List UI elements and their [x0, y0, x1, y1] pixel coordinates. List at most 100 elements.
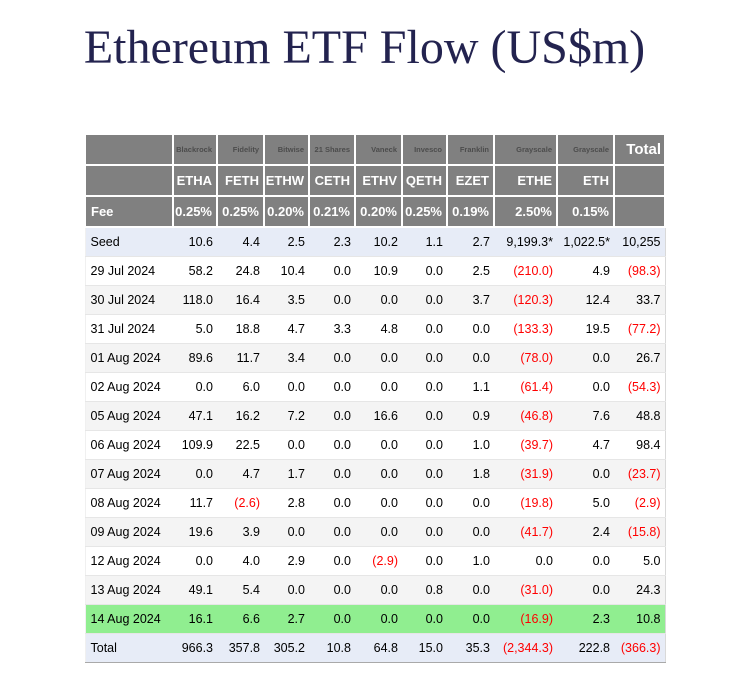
row-label: 02 Aug 2024 [84, 372, 173, 402]
value-cell: 49.1 [173, 575, 217, 605]
value-cell: 0.0 [402, 430, 447, 460]
total-header: Total [613, 133, 666, 166]
value-cell: 58.2 [173, 256, 217, 286]
value-cell: 26.7 [614, 343, 666, 373]
issuer-header-row: Blackrock Fidelity Bitwise 21 Shares Vaneck I… [84, 133, 666, 166]
value-cell: 4.8 [355, 314, 402, 344]
table-row: Total 966.3 357.8 305.2 10.8 64.8 15.0 35.3 (2,3… [84, 633, 666, 663]
value-cell: 3.5 [264, 285, 309, 315]
value-cell: 1.0 [447, 546, 494, 576]
value-cell: 10.4 [264, 256, 309, 286]
value-cell: 0.0 [447, 488, 494, 518]
fee-cell: 2.50% [493, 195, 558, 228]
value-cell: 0.0 [402, 604, 447, 634]
value-cell: (2,344.3) [494, 633, 557, 663]
value-cell: 0.0 [447, 314, 494, 344]
header-blank-cell [613, 195, 666, 228]
value-cell: (78.0) [494, 343, 557, 373]
value-cell: 24.3 [614, 575, 666, 605]
value-cell: 1.1 [402, 227, 447, 257]
value-cell: 4.9 [557, 256, 614, 286]
value-cell: 0.0 [557, 459, 614, 489]
value-cell: 3.9 [217, 517, 264, 547]
value-cell: 222.8 [557, 633, 614, 663]
value-cell: 2.4 [557, 517, 614, 547]
value-cell: (133.3) [494, 314, 557, 344]
value-cell: (2.9) [614, 488, 666, 518]
value-cell: 7.2 [264, 401, 309, 431]
issuer-header: Grayscale [556, 133, 615, 166]
row-label: 09 Aug 2024 [84, 517, 173, 547]
value-cell: (39.7) [494, 430, 557, 460]
issuer-header: Blackrock [172, 133, 218, 166]
value-cell: 0.0 [264, 372, 309, 402]
table-row: 30 Jul 2024 118.0 16.4 3.5 0.0 0.0 0.0 3.7 (120.… [84, 285, 666, 315]
value-cell: 1.1 [447, 372, 494, 402]
row-label: Seed [84, 227, 173, 257]
value-cell: (2.9) [355, 546, 402, 576]
value-cell: 0.0 [355, 575, 402, 605]
ticker-header: QETH [401, 164, 448, 197]
value-cell: 0.0 [402, 314, 447, 344]
value-cell: 10,255 [614, 227, 666, 257]
value-cell: 11.7 [173, 488, 217, 518]
value-cell: 2.5 [447, 256, 494, 286]
value-cell: 1,022.5* [557, 227, 614, 257]
value-cell: 6.0 [217, 372, 264, 402]
row-label: 06 Aug 2024 [84, 430, 173, 460]
value-cell: (120.3) [494, 285, 557, 315]
table-row: 02 Aug 2024 0.0 6.0 0.0 0.0 0.0 0.0 1.1 (61.4) 0.… [84, 372, 666, 402]
value-cell: 3.4 [264, 343, 309, 373]
value-cell: 0.0 [173, 546, 217, 576]
value-cell: 1.7 [264, 459, 309, 489]
value-cell: 0.0 [557, 372, 614, 402]
header-blank-cell [613, 164, 666, 197]
value-cell: 0.0 [355, 517, 402, 547]
table-body: Seed 10.6 4.4 2.5 2.3 10.2 1.1 2.7 9,199.3* 1,022… [84, 227, 666, 663]
table-row: 06 Aug 2024 109.9 22.5 0.0 0.0 0.0 0.0 1.0 (39.7… [84, 430, 666, 460]
value-cell: (2.6) [217, 488, 264, 518]
value-cell: 0.0 [447, 575, 494, 605]
value-cell: (77.2) [614, 314, 666, 344]
value-cell: 0.8 [402, 575, 447, 605]
value-cell: (19.8) [494, 488, 557, 518]
value-cell: 3.3 [309, 314, 355, 344]
issuer-header: Vaneck [354, 133, 403, 166]
value-cell: 118.0 [173, 285, 217, 315]
value-cell: (23.7) [614, 459, 666, 489]
value-cell: 16.2 [217, 401, 264, 431]
value-cell: 0.0 [402, 546, 447, 576]
value-cell: 966.3 [173, 633, 217, 663]
value-cell: 2.3 [309, 227, 355, 257]
value-cell: 15.0 [402, 633, 447, 663]
etf-flow-table: Blackrock Fidelity Bitwise 21 Shares Vaneck I… [84, 133, 666, 663]
ticker-header: ETHV [354, 164, 403, 197]
table-row: 14 Aug 2024 16.1 6.6 2.7 0.0 0.0 0.0 0.0 (16.9) 2… [84, 604, 666, 634]
ticker-header: CETH [308, 164, 356, 197]
value-cell: 12.4 [557, 285, 614, 315]
value-cell: 6.6 [217, 604, 264, 634]
issuer-header: Grayscale [493, 133, 558, 166]
value-cell: (210.0) [494, 256, 557, 286]
fee-cell: 0.20% [263, 195, 310, 228]
value-cell: 98.4 [614, 430, 666, 460]
value-cell: 5.4 [217, 575, 264, 605]
value-cell: 0.0 [355, 343, 402, 373]
table-row: 13 Aug 2024 49.1 5.4 0.0 0.0 0.0 0.8 0.0 (31.0) 0… [84, 575, 666, 605]
value-cell: 64.8 [355, 633, 402, 663]
value-cell: 0.0 [447, 343, 494, 373]
value-cell: 16.6 [355, 401, 402, 431]
value-cell: 2.8 [264, 488, 309, 518]
value-cell: 9,199.3* [494, 227, 557, 257]
ticker-header: FETH [216, 164, 265, 197]
table-row: 31 Jul 2024 5.0 18.8 4.7 3.3 4.8 0.0 0.0 (133.3)… [84, 314, 666, 344]
ticker-header: ETH [556, 164, 615, 197]
value-cell: 0.0 [355, 430, 402, 460]
fee-row-label: Fee [84, 195, 174, 228]
value-cell: 0.0 [309, 256, 355, 286]
table-row: 29 Jul 2024 58.2 24.8 10.4 0.0 10.9 0.0 2.5 (210… [84, 256, 666, 286]
ticker-header: EZET [446, 164, 495, 197]
row-label: 31 Jul 2024 [84, 314, 173, 344]
issuer-header: 21 Shares [308, 133, 356, 166]
value-cell: 35.3 [447, 633, 494, 663]
